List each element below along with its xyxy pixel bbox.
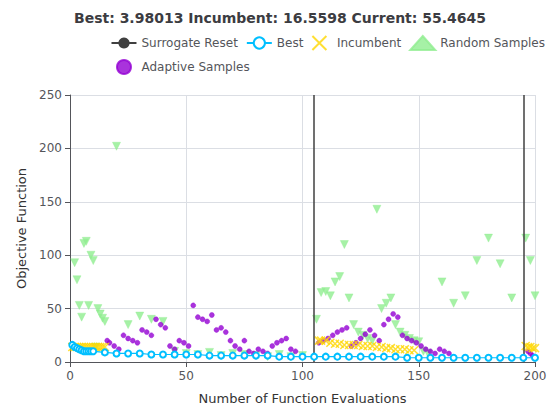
svg-text:150: 150 xyxy=(39,195,62,209)
svg-text:Number of Function Evaluations: Number of Function Evaluations xyxy=(199,391,407,406)
svg-text:50: 50 xyxy=(179,369,194,383)
svg-text:200: 200 xyxy=(524,369,547,383)
svg-text:250: 250 xyxy=(39,88,62,102)
svg-text:Objective Function: Objective Function xyxy=(14,168,29,289)
svg-text:100: 100 xyxy=(39,248,62,262)
svg-text:100: 100 xyxy=(291,369,314,383)
svg-text:Adaptive Samples: Adaptive Samples xyxy=(141,60,249,74)
svg-text:200: 200 xyxy=(39,141,62,155)
svg-text:0: 0 xyxy=(66,369,74,383)
svg-text:Surrogate Reset: Surrogate Reset xyxy=(141,36,238,50)
svg-text:Best: 3.98013 Incumbent: 16.55: Best: 3.98013 Incumbent: 16.5598 Current… xyxy=(74,10,486,26)
svg-text:150: 150 xyxy=(407,369,430,383)
svg-text:Incumbent: Incumbent xyxy=(337,36,402,50)
svg-text:Random Samples: Random Samples xyxy=(440,36,545,50)
svg-text:50: 50 xyxy=(47,302,62,316)
svg-text:Best: Best xyxy=(277,36,304,50)
svg-text:0: 0 xyxy=(54,355,62,369)
